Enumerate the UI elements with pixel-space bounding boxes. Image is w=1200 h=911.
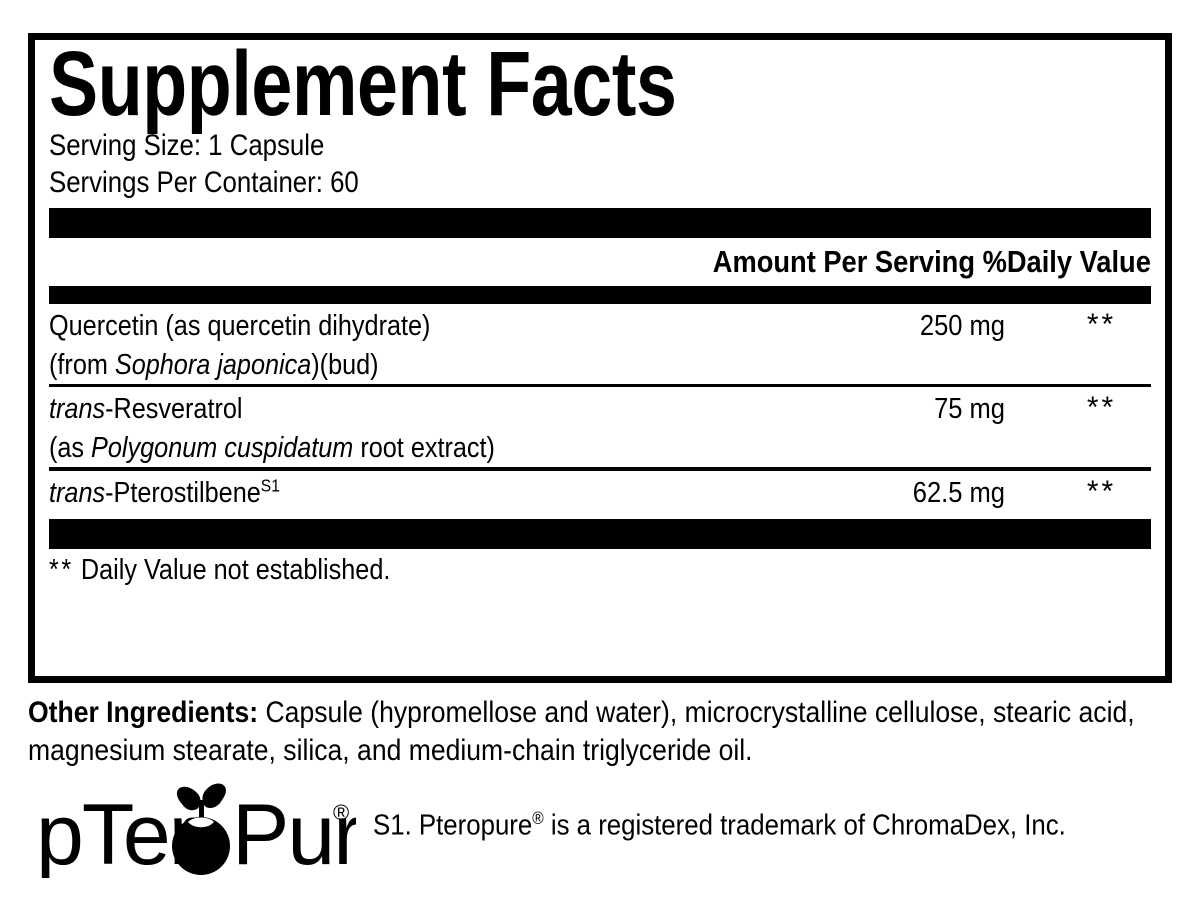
table-row: trans-Resveratrol (as Polygonum cuspidat… [49, 387, 1151, 467]
footnote-stars: ** [49, 554, 74, 587]
berry-notch-icon [188, 817, 214, 828]
supplement-facts-panel-inner: Supplement Facts Serving Size: 1 Capsule… [35, 33, 1165, 676]
botanical-name: Sophora japonica [114, 348, 312, 381]
registered-mark-icon: ® [532, 808, 544, 828]
pteropure-logo-svg: pTer Pure ® [36, 783, 408, 883]
logo-registered-mark-icon: ® [333, 800, 349, 825]
ingredient-name-line1: Quercetin (as quercetin dihydrate) [49, 310, 431, 343]
berry-body-icon [172, 817, 230, 875]
source-prefix: (from [49, 348, 115, 381]
logo-text-before-berry: pTer [36, 787, 197, 878]
ingredient-name-italic-prefix: trans [49, 477, 106, 510]
divider-bar-thick-bottom [49, 519, 1151, 550]
daily-value-footnote: ** Daily Value not established. [49, 549, 1152, 587]
source-suffix: )(bud) [311, 348, 379, 381]
ingredient-name-italic-prefix: trans [49, 393, 106, 426]
trademark-note: S1. Pteropure® is a registered trademark… [373, 808, 1066, 843]
ingredient-name-line1: -Resveratrol [105, 393, 243, 426]
ingredient-name-line2: (as Polygonum cuspidatum root extract) [49, 429, 1152, 468]
ingredient-name: trans-Resveratrol (as Polygonum cuspidat… [49, 387, 1152, 467]
ingredient-daily-value: ** [1086, 308, 1117, 342]
trademark-note-brand: Pteropure [411, 809, 533, 842]
page-title: Supplement Facts [49, 33, 677, 135]
ingredient-amount: 250 mg [919, 310, 1005, 343]
supplement-facts-panel: Supplement Facts Serving Size: 1 Capsule… [28, 33, 1172, 683]
pteropure-logo: pTer Pure ® [36, 782, 408, 883]
footer-row: pTer Pure ® S1. Pteropure® is a register… [28, 782, 1188, 883]
ingredient-name-line2: (from Sophora japonica)(bud) [49, 346, 1152, 385]
trademark-note-marker: S1. [373, 809, 412, 842]
botanical-name: Polygonum cuspidatum [91, 431, 354, 464]
other-ingredients-block: Other Ingredients: Capsule (hypromellose… [28, 694, 1179, 771]
column-headers-label: Amount Per Serving %Daily Value [712, 244, 1151, 280]
ingredient-daily-value: ** [1086, 391, 1117, 425]
ingredient-name: trans-PterostilbeneS1 [49, 471, 1152, 513]
footnote-text: Daily Value not established. [73, 554, 391, 587]
table-column-header-row: Amount Per Serving %Daily Value [49, 238, 1151, 286]
divider-bar-under-headers [49, 286, 1151, 305]
berry-icon [172, 783, 230, 875]
trademark-footnote-marker: S1 [260, 475, 280, 496]
table-row: trans-PterostilbeneS1 62.5 mg ** [49, 471, 1151, 513]
trademark-note-text: is a registered trademark of ChromaDex, … [543, 809, 1066, 842]
ingredient-daily-value: ** [1086, 475, 1117, 509]
ingredient-amount: 62.5 mg [912, 477, 1005, 510]
other-ingredients-text: Capsule (hypromellose and water), microc… [28, 696, 1135, 768]
table-row: Quercetin (as quercetin dihydrate) (from… [49, 304, 1151, 384]
other-ingredients-label: Other Ingredients: [28, 696, 259, 729]
leaf-right-icon [202, 783, 226, 809]
ingredient-amount: 75 mg [934, 393, 1005, 426]
divider-bar-thick-top [49, 208, 1151, 239]
ingredient-name: Quercetin (as quercetin dihydrate) (from… [49, 304, 1152, 384]
serving-size-line: Serving Size: 1 Capsule [49, 128, 325, 162]
berry-stem-icon [199, 800, 204, 820]
row-separator [49, 384, 1151, 388]
ingredient-name-line1: -Pterostilbene [105, 477, 261, 510]
row-separator [49, 467, 1151, 472]
leaf-left-icon [176, 786, 201, 811]
source-suffix: root extract) [353, 431, 495, 464]
servings-per-container-line: Servings Per Container: 60 [49, 166, 359, 200]
source-prefix: (as [49, 431, 92, 464]
